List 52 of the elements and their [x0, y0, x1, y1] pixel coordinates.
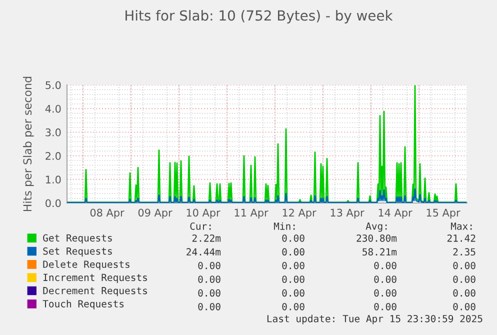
x-tick-label: 08 Apr [90, 208, 124, 219]
text: 0.00 [198, 262, 220, 270]
text: Last update: Tue Apr 15 23:30:59 2025 [267, 314, 482, 324]
text: 0.00 [453, 289, 476, 297]
y-tick-label: 5.0 [46, 81, 61, 90]
text: 0.00 [198, 276, 220, 283]
text: Min: [274, 222, 295, 230]
text: 24.44m [186, 248, 221, 256]
text: 0.00 [453, 276, 476, 283]
chart-title: Hits for Slab: 10 (752 Bytes) - by week [126, 10, 393, 24]
line-series [67, 85, 467, 203]
text: 0.00 [282, 276, 304, 283]
y-tick-label: 0.0 [46, 199, 61, 208]
x-tick-label: 10 Apr [186, 208, 220, 219]
x-tick-label: 12 Apr [282, 208, 316, 219]
x-tick-label: 09 Apr [138, 208, 172, 219]
y-tick-label: 4.0 [45, 104, 61, 113]
x-tick-label: 11 Apr [234, 208, 268, 219]
text: 0.00 [282, 262, 304, 270]
text: 0.00 [282, 289, 304, 297]
x-tick-label: 13 Apr [330, 208, 364, 219]
legend-label: Decrement Requests [43, 287, 147, 296]
legend-label: Get Requests [43, 234, 112, 244]
text: 21.42 [447, 234, 476, 242]
text: 0.00 [374, 276, 396, 283]
legend-label: Delete Requests [43, 260, 130, 270]
y-tick-label: 3.0 [46, 128, 61, 136]
text: 0.00 [374, 302, 396, 310]
text: 0.00 [198, 289, 220, 297]
y-tick-label: 2.0 [46, 152, 61, 160]
text: 0.00 [453, 262, 476, 270]
text: 0.00 [198, 302, 220, 310]
text: 0.00 [374, 262, 396, 270]
text: 0.00 [282, 234, 304, 242]
x-tick-label: 15 Apr [426, 208, 460, 219]
text: 2.35 [453, 248, 476, 256]
legend-label: Set Requests [43, 247, 112, 257]
text: 230.80m [356, 234, 397, 242]
text: Avg: [366, 222, 387, 232]
text: Max: [450, 222, 472, 230]
text: 0.00 [453, 302, 476, 310]
legend-label: Increment Requests [44, 274, 147, 284]
text: Cur: [190, 222, 211, 230]
text: 0.00 [374, 289, 396, 297]
text: 2.22m [192, 234, 221, 242]
y-tick-label: 1.0 [46, 176, 61, 184]
text: 0.00 [282, 248, 304, 256]
text: 0.00 [282, 302, 304, 310]
x-tick-label: 14 Apr [378, 208, 412, 219]
text: 58.21m [362, 248, 397, 256]
y-axis-title: Hits per Slab per second [23, 76, 34, 212]
legend-label: Touch Requests [42, 300, 124, 310]
